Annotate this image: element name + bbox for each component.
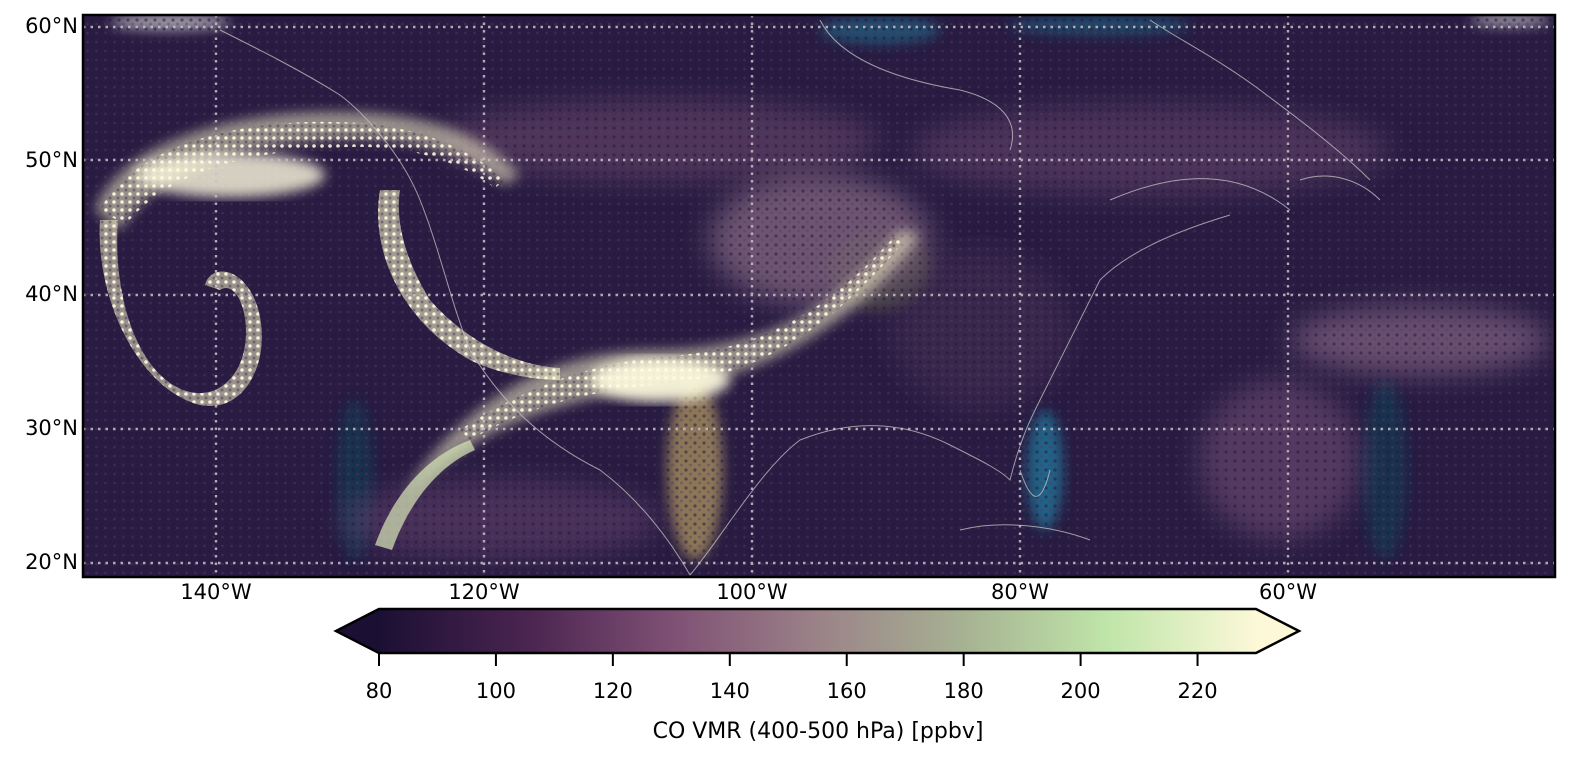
colorbar-gradient: [379, 609, 1256, 653]
colorbar-tick-label-160: 160: [826, 679, 867, 703]
colorbar-ticks: [378, 653, 1199, 666]
co-plume-high: [95, 111, 920, 550]
lat-label-50: 50°N: [25, 148, 78, 172]
lon-label-60w: 60°W: [1259, 580, 1317, 604]
colorbar-tick-label-80: 80: [365, 679, 393, 703]
lat-label-60: 60°N: [25, 14, 78, 38]
lon-label-80w: 80°W: [991, 580, 1049, 604]
colorbar-title: CO VMR (400-500 hPa) [ppbv]: [652, 719, 984, 744]
colorbar-tick-label-120: 120: [592, 679, 633, 703]
colorbar-extend-min: [336, 609, 379, 653]
lat-label-40: 40°N: [25, 282, 78, 306]
gridlines: [83, 15, 1555, 577]
colorbar-outline: [333, 607, 1302, 655]
colorbar-tick-label-220: 220: [1177, 679, 1218, 703]
colorbar-tick-label-180: 180: [943, 679, 984, 703]
lat-label-20: 20°N: [25, 550, 78, 574]
map-frame: [81, 13, 1557, 579]
coastlines: [219, 19, 1381, 576]
colorbar: [333, 607, 1302, 666]
lat-label-30: 30°N: [25, 416, 78, 440]
lon-label-100w: 100°W: [716, 580, 788, 604]
colorbar-extend-max: [1256, 609, 1299, 653]
colorbar-tick-label-200: 200: [1060, 679, 1101, 703]
colorbar-tick-label-140: 140: [709, 679, 750, 703]
lon-label-120w: 120°W: [448, 580, 520, 604]
lon-label-140w: 140°W: [180, 580, 252, 604]
colorbar-tick-label-100: 100: [475, 679, 516, 703]
map-panel: [83, 15, 1555, 577]
